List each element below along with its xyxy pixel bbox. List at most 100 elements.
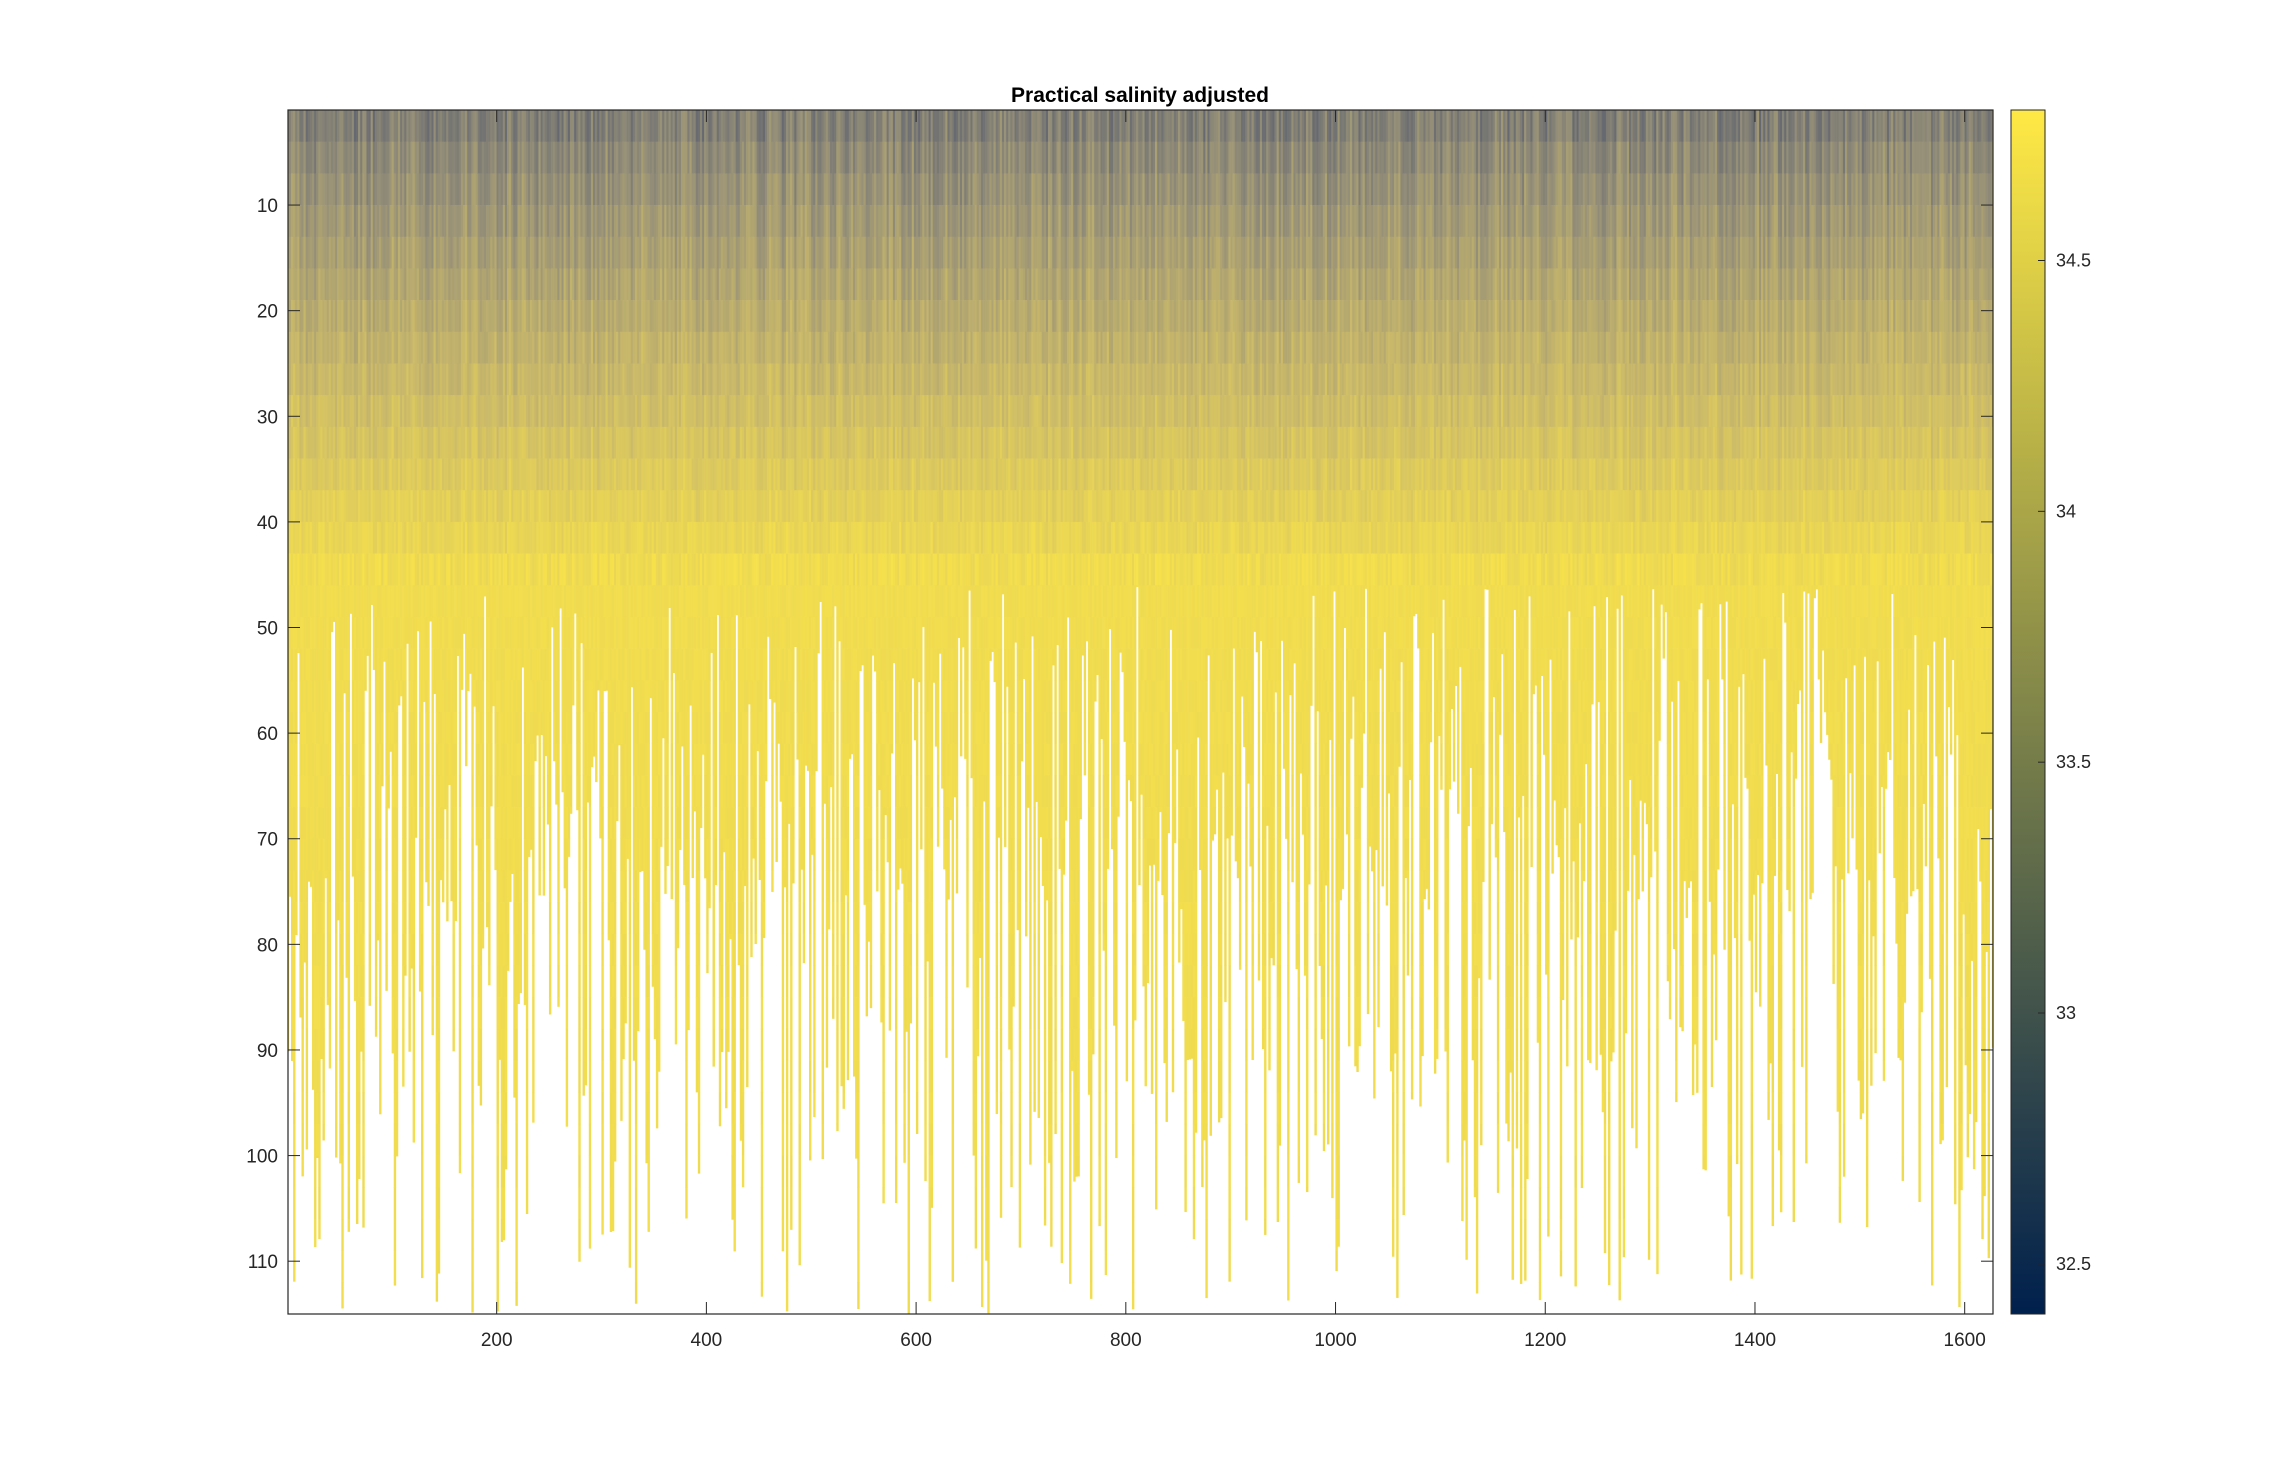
heatmap-cell [427, 870, 429, 902]
heatmap-cell [589, 110, 591, 142]
heatmap-cell [652, 363, 654, 395]
heatmap-cell [452, 173, 454, 205]
heatmap-cell [356, 1156, 358, 1188]
heatmap-cell [394, 585, 396, 617]
heatmap-cell [310, 490, 312, 522]
heatmap-cell [356, 1061, 358, 1093]
heatmap-cell [503, 712, 505, 744]
heatmap-cell [511, 680, 513, 712]
heatmap-cell [438, 427, 440, 459]
heatmap-cell [612, 1029, 614, 1061]
heatmap-cell [679, 680, 681, 712]
heatmap-cell [362, 110, 364, 142]
heatmap-cell [620, 585, 622, 617]
heatmap-cell [666, 775, 668, 807]
heatmap-cell [476, 522, 478, 554]
heatmap-cell [375, 173, 377, 205]
heatmap-cell [549, 363, 551, 395]
heatmap-cell [528, 807, 530, 839]
heatmap-cell [316, 680, 318, 712]
heatmap-cell [541, 490, 543, 522]
heatmap-cell [499, 965, 501, 997]
heatmap-cell [536, 554, 538, 586]
heatmap-cell [373, 142, 375, 174]
heatmap-cell [566, 934, 568, 966]
heatmap-cell [574, 585, 576, 613]
heatmap-cell [578, 363, 580, 395]
heatmap-cell [618, 649, 620, 681]
heatmap-cell [645, 807, 647, 839]
heatmap-cell [390, 649, 392, 681]
heatmap-cell [515, 1124, 517, 1156]
heatmap-cell [360, 205, 362, 237]
heatmap-cell [515, 1092, 517, 1124]
heatmap-cell [417, 142, 419, 174]
heatmap-cell [585, 680, 587, 712]
heatmap-cell [442, 300, 444, 332]
heatmap-cell [366, 110, 368, 142]
heatmap-cell [631, 173, 633, 205]
heatmap-cell [507, 839, 509, 871]
heatmap-cell [557, 712, 559, 744]
heatmap-cell [461, 617, 463, 649]
heatmap-cell [574, 459, 576, 491]
heatmap-cell [354, 173, 356, 205]
heatmap-cell [618, 142, 620, 174]
heatmap-cell [566, 490, 568, 522]
heatmap-cell [385, 712, 387, 744]
heatmap-cell [503, 522, 505, 554]
heatmap-cell [497, 680, 499, 712]
heatmap-cell [555, 268, 557, 300]
heatmap-cell [341, 110, 343, 142]
heatmap-cell [526, 617, 528, 649]
heatmap-cell [671, 110, 673, 142]
heatmap-cell [400, 110, 402, 142]
heatmap-cell [396, 1061, 398, 1093]
heatmap-cell [316, 585, 318, 617]
heatmap-cell [304, 744, 306, 776]
heatmap-cell [316, 775, 318, 807]
heatmap-cell [306, 142, 308, 174]
heatmap-cell [480, 205, 482, 237]
heatmap-cell [343, 110, 345, 142]
heatmap-cell [532, 585, 534, 617]
heatmap-cell [541, 142, 543, 174]
heatmap-cell [364, 680, 366, 690]
heatmap-cell [541, 617, 543, 649]
heatmap-cell [622, 427, 624, 459]
heatmap-cell [411, 142, 413, 174]
heatmap-cell [398, 173, 400, 205]
heatmap-cell [499, 300, 501, 332]
heatmap-cell [297, 395, 299, 427]
heatmap-cell [538, 839, 540, 871]
heatmap-cell [429, 585, 431, 617]
heatmap-cell [631, 459, 633, 491]
heatmap-cell [530, 427, 532, 459]
heatmap-cell [633, 712, 635, 744]
heatmap-cell [306, 839, 308, 871]
heatmap-cell [411, 395, 413, 427]
heatmap-cell [658, 268, 660, 300]
heatmap-cell [597, 332, 599, 364]
heatmap-cell [308, 205, 310, 237]
heatmap-cell [476, 363, 478, 395]
heatmap-cell [476, 775, 478, 807]
heatmap-cell [499, 712, 501, 744]
heatmap-cell [314, 363, 316, 395]
heatmap-cell [404, 934, 406, 966]
heatmap-cell [291, 775, 293, 807]
heatmap-cell [549, 965, 551, 997]
heatmap-cell [589, 807, 591, 839]
heatmap-cell [333, 268, 335, 300]
heatmap-cell [314, 870, 316, 902]
heatmap-cell [643, 522, 645, 554]
heatmap-cell [505, 870, 507, 902]
heatmap-cell [677, 173, 679, 205]
heatmap-cell [545, 680, 547, 712]
heatmap-cell [373, 395, 375, 427]
heatmap-cell [394, 173, 396, 205]
heatmap-cell [400, 649, 402, 681]
heatmap-cell [354, 839, 356, 871]
heatmap-cell [293, 268, 295, 300]
heatmap-cell [339, 268, 341, 300]
